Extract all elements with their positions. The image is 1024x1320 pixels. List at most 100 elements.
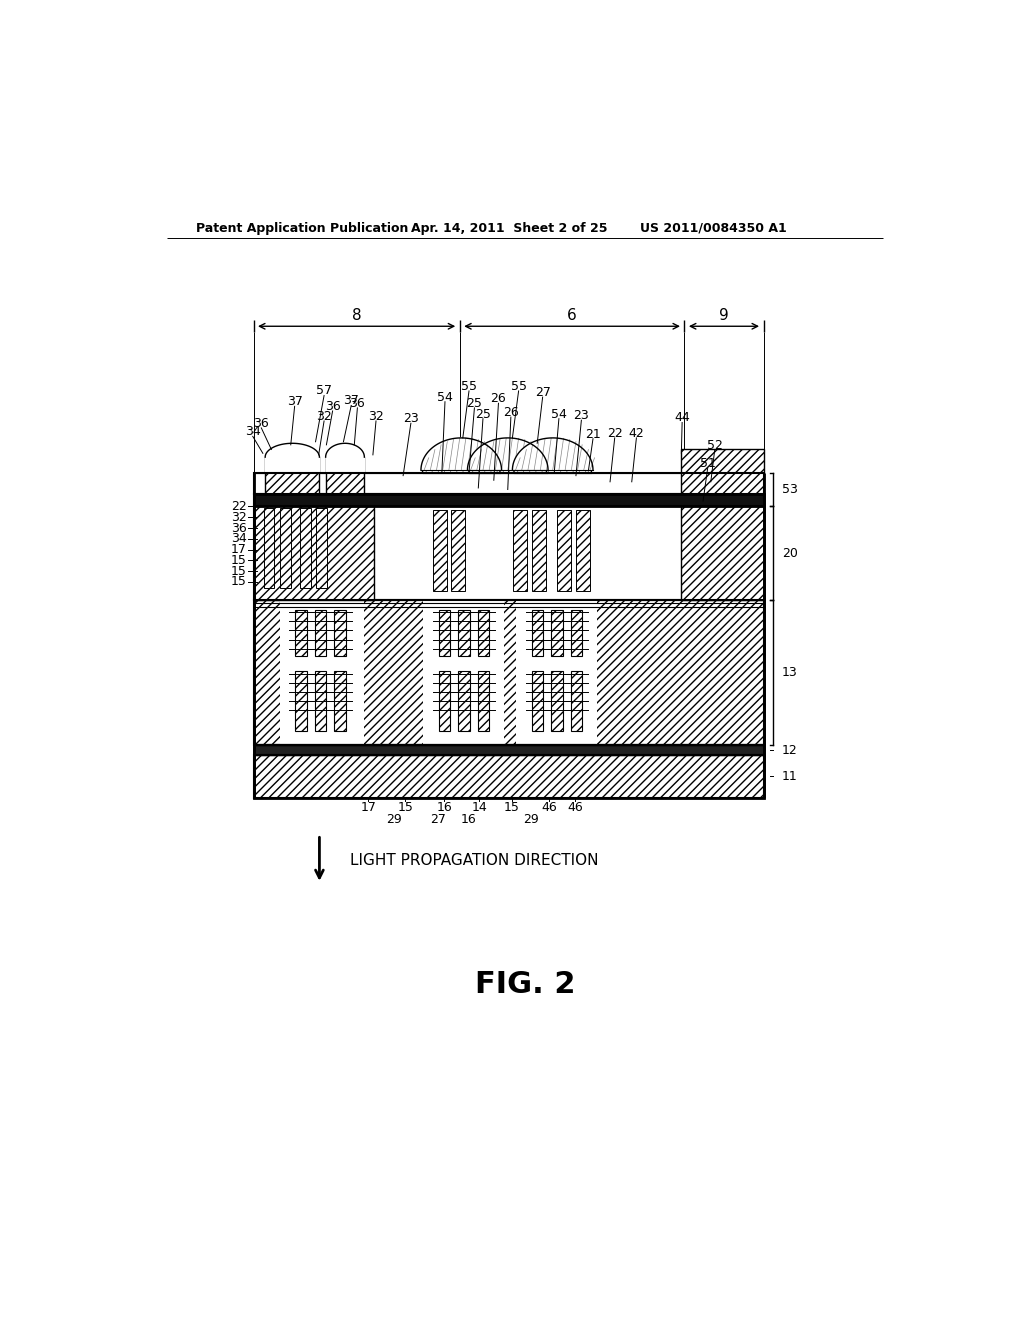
- Text: 25: 25: [475, 408, 490, 421]
- Bar: [681, 507, 764, 601]
- Bar: [254, 755, 764, 797]
- Bar: [316, 508, 328, 589]
- Text: 27: 27: [535, 385, 551, 399]
- Bar: [254, 473, 764, 494]
- Text: 20: 20: [782, 546, 798, 560]
- Bar: [458, 672, 470, 731]
- Text: 36: 36: [253, 417, 269, 430]
- Bar: [254, 494, 764, 797]
- Bar: [300, 508, 311, 589]
- Polygon shape: [514, 451, 592, 473]
- Bar: [314, 610, 327, 656]
- Text: 16: 16: [461, 813, 477, 826]
- Bar: [254, 744, 764, 755]
- Text: 23: 23: [573, 409, 589, 422]
- Bar: [531, 510, 546, 591]
- Polygon shape: [467, 438, 548, 470]
- Bar: [531, 610, 544, 656]
- Text: 15: 15: [397, 801, 414, 814]
- Bar: [458, 610, 470, 656]
- Text: 15: 15: [230, 554, 247, 566]
- Bar: [254, 473, 764, 494]
- Polygon shape: [423, 451, 500, 473]
- Text: 37: 37: [343, 395, 359, 408]
- Bar: [280, 601, 364, 744]
- Text: 15: 15: [230, 576, 247, 589]
- Bar: [513, 510, 527, 591]
- Text: 51: 51: [699, 457, 716, 470]
- Bar: [265, 457, 319, 494]
- Bar: [477, 610, 489, 656]
- Polygon shape: [512, 438, 593, 470]
- Text: 26: 26: [503, 407, 519, 418]
- Text: 32: 32: [368, 409, 384, 422]
- Bar: [531, 672, 544, 731]
- Polygon shape: [469, 451, 547, 473]
- Bar: [432, 510, 446, 591]
- Text: 12: 12: [782, 743, 798, 756]
- Text: 11: 11: [782, 770, 798, 783]
- Text: 26: 26: [490, 392, 506, 405]
- Text: 52: 52: [707, 440, 723, 453]
- Text: 14: 14: [471, 801, 487, 814]
- Text: 53: 53: [782, 483, 798, 496]
- Text: LIGHT PROPAGATION DIRECTION: LIGHT PROPAGATION DIRECTION: [349, 853, 598, 869]
- Text: 46: 46: [541, 801, 557, 814]
- Bar: [551, 672, 563, 731]
- Text: 25: 25: [467, 397, 482, 409]
- Bar: [334, 672, 346, 731]
- Text: 37: 37: [287, 395, 302, 408]
- Text: 13: 13: [782, 667, 798, 680]
- Bar: [280, 508, 291, 589]
- Bar: [314, 672, 327, 731]
- Text: 29: 29: [523, 813, 539, 826]
- Text: 54: 54: [437, 391, 453, 404]
- Bar: [570, 672, 583, 731]
- Text: FIG. 2: FIG. 2: [474, 970, 575, 999]
- Bar: [551, 610, 563, 656]
- Text: 17: 17: [360, 801, 376, 814]
- Text: 32: 32: [230, 511, 247, 524]
- Bar: [681, 450, 764, 494]
- Bar: [295, 610, 307, 656]
- Text: 44: 44: [674, 412, 690, 425]
- Bar: [515, 601, 597, 744]
- Polygon shape: [265, 444, 319, 457]
- Bar: [452, 510, 465, 591]
- Text: 22: 22: [230, 500, 247, 513]
- Text: 23: 23: [403, 412, 419, 425]
- Text: 29: 29: [386, 813, 401, 826]
- Text: 55: 55: [461, 380, 477, 393]
- Text: 21: 21: [585, 428, 601, 441]
- Bar: [438, 672, 451, 731]
- Text: 36: 36: [325, 400, 340, 413]
- Bar: [423, 601, 504, 744]
- Polygon shape: [326, 444, 365, 457]
- Text: 34: 34: [245, 425, 261, 438]
- Text: 27: 27: [430, 813, 445, 826]
- Bar: [254, 601, 764, 744]
- Bar: [438, 610, 451, 656]
- Text: 17: 17: [230, 543, 247, 556]
- Bar: [295, 672, 307, 731]
- Text: Patent Application Publication: Patent Application Publication: [197, 222, 409, 235]
- Bar: [477, 672, 489, 731]
- Text: 54: 54: [551, 408, 567, 421]
- Text: 36: 36: [349, 397, 366, 409]
- Bar: [254, 507, 764, 601]
- Bar: [254, 494, 764, 507]
- Text: 36: 36: [230, 521, 247, 535]
- Text: US 2011/0084350 A1: US 2011/0084350 A1: [640, 222, 786, 235]
- Bar: [557, 510, 571, 591]
- Text: 34: 34: [230, 532, 247, 545]
- Text: 6: 6: [567, 308, 577, 323]
- Text: 8: 8: [352, 308, 361, 323]
- Polygon shape: [421, 438, 502, 470]
- Bar: [575, 510, 590, 591]
- Text: 32: 32: [316, 409, 332, 422]
- Text: 15: 15: [504, 801, 519, 814]
- Text: 22: 22: [607, 426, 623, 440]
- Bar: [263, 508, 274, 589]
- Bar: [570, 610, 583, 656]
- Bar: [326, 457, 365, 494]
